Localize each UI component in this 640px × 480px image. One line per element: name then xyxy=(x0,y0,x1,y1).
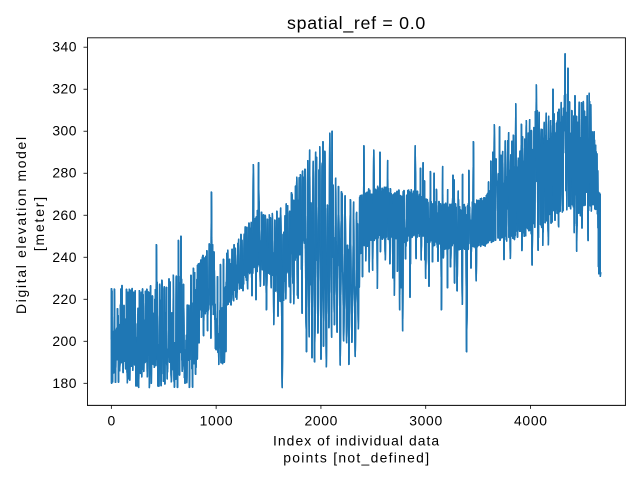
svg-text:Index of individual data: Index of individual data xyxy=(273,433,440,449)
svg-text:240: 240 xyxy=(52,249,77,265)
svg-text:320: 320 xyxy=(52,81,77,97)
svg-text:0: 0 xyxy=(107,413,115,429)
svg-text:220: 220 xyxy=(52,291,77,307)
svg-text:260: 260 xyxy=(52,207,77,223)
svg-text:points [not_defined]: points [not_defined] xyxy=(283,450,430,466)
svg-text:[meter]: [meter] xyxy=(31,195,47,251)
svg-text:280: 280 xyxy=(52,165,77,181)
svg-text:1000: 1000 xyxy=(200,413,234,429)
svg-text:340: 340 xyxy=(52,39,77,55)
svg-text:4000: 4000 xyxy=(514,413,548,429)
svg-text:300: 300 xyxy=(52,123,77,139)
svg-text:2000: 2000 xyxy=(304,413,338,429)
svg-text:180: 180 xyxy=(52,375,77,391)
svg-text:3000: 3000 xyxy=(409,413,443,429)
svg-text:200: 200 xyxy=(52,333,77,349)
svg-text:spatial_ref = 0.0: spatial_ref = 0.0 xyxy=(287,13,426,34)
svg-text:Digital elevation model: Digital elevation model xyxy=(13,135,29,314)
